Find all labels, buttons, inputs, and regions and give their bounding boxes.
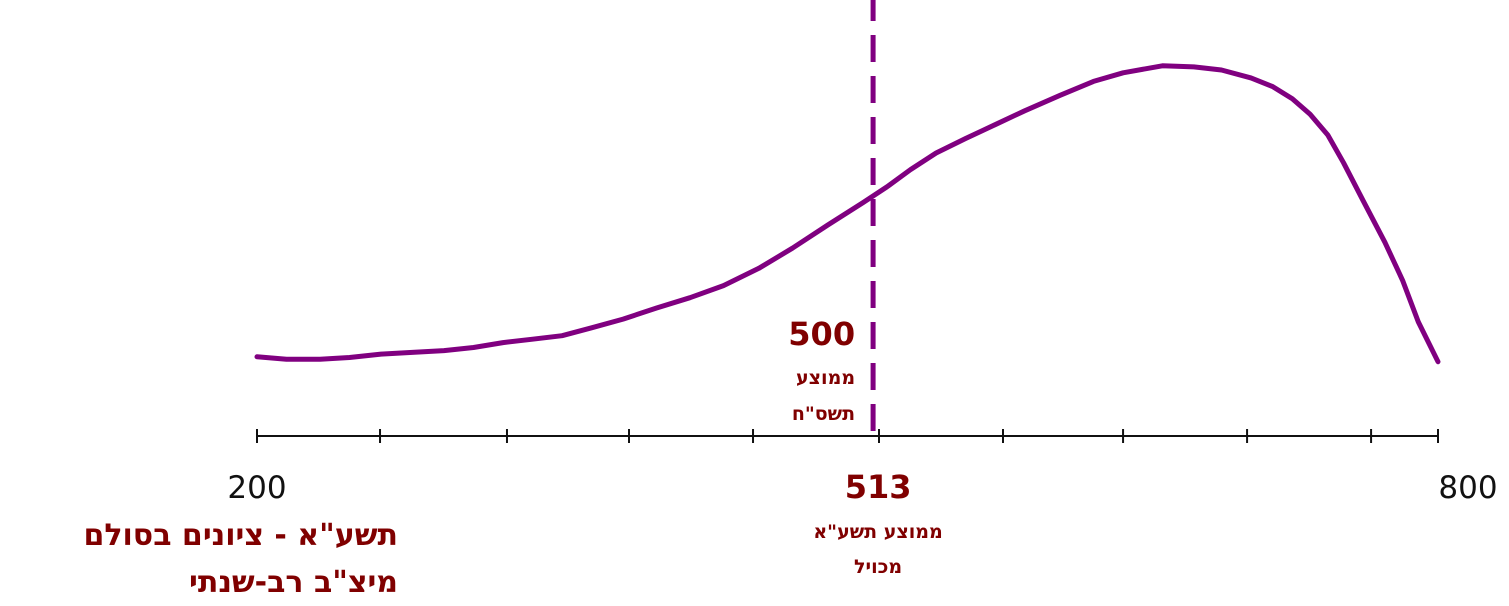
chart-title-line-2: מיצ"ב רב-שנתי — [189, 565, 398, 600]
x-tick-label-max: 800 — [1438, 470, 1497, 506]
series-line — [254, 63, 1441, 365]
chart-title-line-1: תשע"א - ציונים בסולם — [83, 518, 398, 553]
reference-text-line-2: תשס"ח — [792, 403, 855, 425]
x-axis — [256, 429, 1439, 443]
annotation-value-label: 513 — [845, 468, 912, 506]
reference-value-label: 500 — [788, 315, 855, 353]
annotation-text-line-1: ממוצע תשע"א — [813, 521, 942, 543]
reference-text-line-1: ממוצע — [796, 367, 855, 389]
annotation-text-line-2: מכויל — [854, 556, 902, 578]
x-tick-label-min: 200 — [227, 470, 286, 506]
x-axis-ticks — [256, 429, 1439, 443]
